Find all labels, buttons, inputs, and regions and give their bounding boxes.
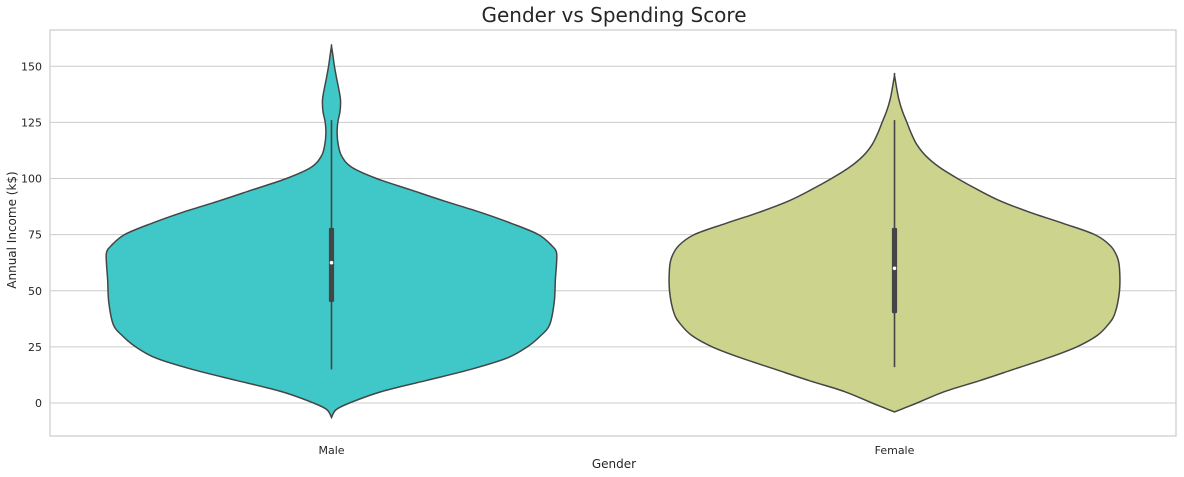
violin-female bbox=[668, 72, 1121, 413]
x-axis-label: Gender bbox=[592, 457, 636, 471]
violin-iqr-box bbox=[891, 227, 898, 314]
x-tick-label: Male bbox=[318, 444, 344, 457]
violin-male bbox=[105, 44, 558, 420]
y-tick-label: 125 bbox=[21, 116, 42, 129]
x-tick-label: Female bbox=[875, 444, 915, 457]
plot-frame bbox=[49, 29, 1177, 437]
y-tick-label: 150 bbox=[21, 60, 42, 73]
y-tick-label: 50 bbox=[28, 285, 42, 298]
violin-iqr-box bbox=[328, 227, 335, 302]
violin-median-marker bbox=[892, 266, 897, 271]
chart-title: Gender vs Spending Score bbox=[481, 3, 746, 27]
y-tick-label: 75 bbox=[28, 229, 42, 242]
violins bbox=[105, 44, 1121, 420]
y-tick-label: 0 bbox=[35, 397, 42, 410]
y-tick-label: 25 bbox=[28, 341, 42, 354]
y-tick-label: 100 bbox=[21, 173, 42, 186]
violin-median-marker bbox=[329, 260, 334, 265]
y-axis-ticks: 0 25 50 75 100 125 150 bbox=[21, 60, 42, 410]
x-axis-ticks: Male Female bbox=[318, 444, 914, 457]
y-axis-label: Annual Income (k$) bbox=[5, 171, 19, 288]
